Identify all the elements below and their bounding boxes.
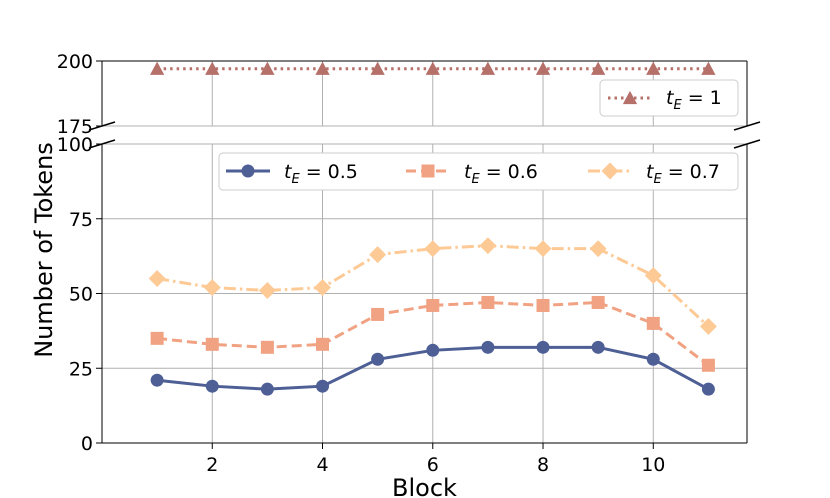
xtick-label-4: 4 [316, 454, 328, 476]
bottom-ytick-label-25: 25 [69, 358, 93, 380]
top-series-0-point-5 [425, 61, 440, 75]
bottom-series-line-1 [156, 300, 710, 367]
bottom-series-1-point-5 [426, 298, 440, 312]
legend-bottom-item-2-marker [601, 162, 619, 180]
xtick-label-8: 8 [537, 454, 549, 476]
axis-break-mark-0 [88, 121, 116, 131]
legend-top-box [599, 79, 739, 117]
top-ytick-label-200: 200 [57, 51, 93, 73]
legend-bottom-box [218, 152, 739, 191]
legend-top-item-0-marker [622, 90, 638, 105]
bottom-series-0-point-6 [481, 340, 495, 354]
bottom-ytick-label-100: 100 [57, 134, 93, 156]
xtick-label-6: 6 [427, 454, 439, 476]
bottom-series-2-point-3 [314, 279, 331, 296]
bottom-series-0-point-10 [701, 382, 715, 396]
top-series-0-point-9 [646, 61, 661, 75]
bottom-series-2-point-6 [479, 237, 497, 255]
bottom-series-1-point-3 [316, 337, 330, 351]
bottom-series-0-point-7 [536, 340, 550, 354]
bottom-series-1-point-9 [646, 316, 660, 330]
bottom-series-0-point-4 [371, 352, 385, 366]
top-series-0-point-6 [480, 61, 496, 75]
top-series-0-point-0 [149, 61, 165, 75]
legend-bottom-item-0-marker [241, 164, 255, 178]
bottom-series-2-point-7 [534, 240, 552, 258]
bottom-series-2-point-9 [644, 267, 662, 285]
top-series-0-point-8 [591, 61, 606, 75]
legend-top-item-0-label: tE = 1 [666, 87, 722, 113]
bottom-series-0-point-9 [646, 352, 660, 366]
top-series-0-point-1 [205, 61, 220, 75]
bottom-series-1-point-6 [481, 295, 495, 309]
legend-bottom-item-1-label: tE = 0.6 [464, 161, 538, 187]
top-series-0-point-10 [701, 61, 716, 75]
axis-break-mark-2 [88, 139, 116, 149]
bottom-series-1-point-10 [701, 358, 715, 372]
bottom-series-2-point-2 [258, 282, 276, 299]
legend-bottom: tE = 0.5 tE = 0.6 tE = 0.7 [218, 152, 739, 191]
bottom-series-1-point-8 [591, 295, 605, 309]
bottom-series-1-point-4 [371, 307, 385, 321]
axis-break-mark-3 [733, 139, 761, 149]
bottom-ytick-label-0: 0 [81, 433, 93, 455]
bottom-series-0-point-3 [316, 379, 330, 393]
x-axis-label: Block [392, 474, 457, 498]
bottom-series-2-point-5 [424, 240, 442, 258]
bottom-series-1-point-2 [260, 340, 274, 354]
legend-bottom-item-1-marker [421, 164, 435, 178]
top-series-0-point-7 [535, 61, 551, 75]
legend-bottom-item-0-label: tE = 0.5 [284, 161, 358, 187]
bottom-series-1-point-7 [536, 298, 550, 312]
bottom-series-0-point-1 [205, 379, 219, 393]
bottom-series-1-point-1 [205, 337, 219, 351]
bottom-ytick-label-50: 50 [69, 284, 93, 306]
bottom-series-0-point-5 [426, 343, 440, 357]
bottom-series-2-point-0 [148, 270, 166, 287]
bottom-series-1-point-0 [150, 331, 164, 345]
bottom-series-2-point-10 [699, 317, 717, 335]
bottom-series-0-point-0 [150, 373, 164, 387]
bottom-series-2-point-4 [369, 246, 387, 264]
xtick-label-10: 10 [641, 454, 665, 476]
top-ytick-label-175: 175 [57, 116, 93, 138]
top-series-0-point-3 [315, 61, 330, 75]
top-series-0-point-2 [260, 61, 275, 75]
xtick-label-2: 2 [206, 454, 218, 476]
bottom-series-2-point-8 [589, 240, 607, 258]
bottom-ytick-label-75: 75 [69, 209, 93, 231]
axis-break-mark-1 [733, 121, 761, 131]
legend-bottom-item-2-label: tE = 0.7 [646, 161, 720, 187]
bottom-series-0-point-8 [591, 340, 605, 354]
bottom-series-2-point-1 [203, 279, 221, 296]
bottom-series-line-2 [156, 244, 710, 328]
y-axis-label: Number of Tokens [30, 142, 58, 358]
top-series-0-point-4 [370, 61, 385, 75]
legend-top: tE = 1 [599, 79, 739, 117]
bottom-series-0-point-2 [260, 382, 274, 396]
